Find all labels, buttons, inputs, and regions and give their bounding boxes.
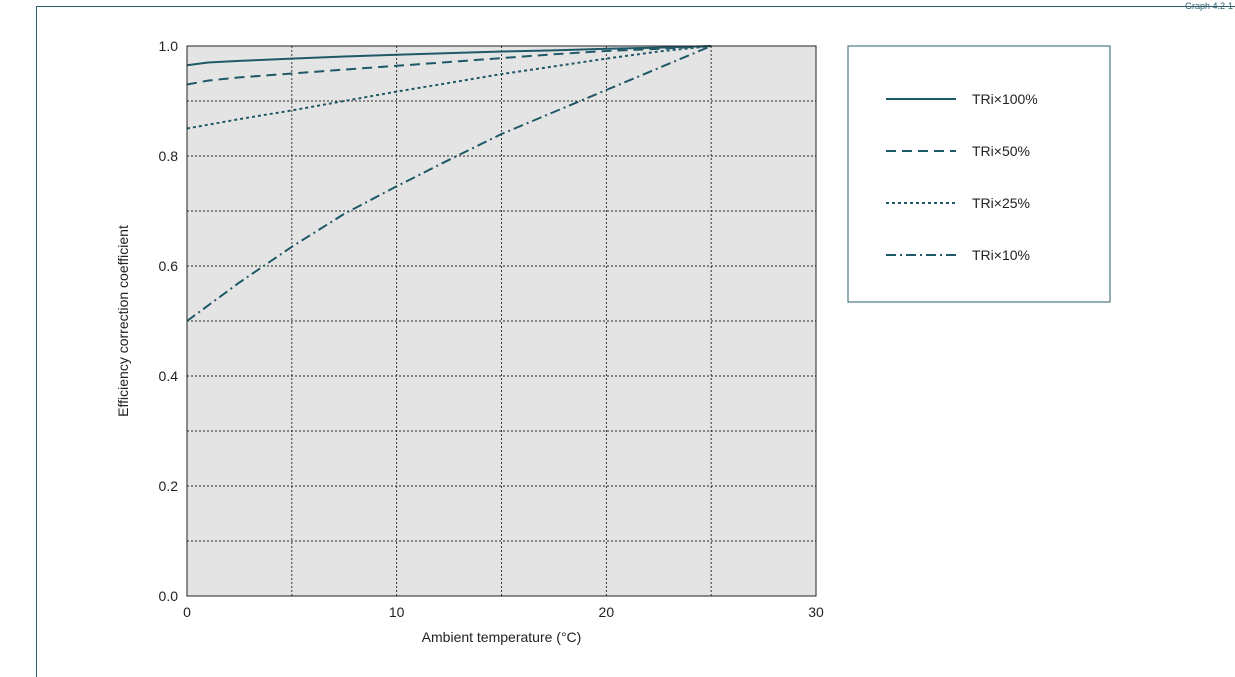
legend-box	[847, 45, 1111, 303]
x-axis-label: Ambient temperature (°C)	[422, 629, 582, 645]
y-tick-label: 0.0	[159, 588, 179, 604]
graph-number: Graph 4.2-1	[1184, 1, 1233, 11]
tick-labels: 0 10 20 30 0.0 0.2 0.4 0.6 0.8 1.0	[159, 38, 824, 620]
series-line-1	[186, 45, 712, 67]
x-tick-label: 20	[599, 604, 615, 620]
series-lines	[186, 45, 712, 322]
figure-frame: Graph 4.2-1	[36, 1, 1235, 677]
x-tick-label: 0	[183, 604, 191, 620]
y-tick-label: 0.4	[159, 368, 179, 384]
legend-label: TRi×10%	[972, 247, 1030, 263]
y-axis-label: Efficiency correction coefficient	[115, 225, 131, 417]
y-tick-label: 0.2	[159, 478, 179, 494]
legend-label: TRi×50%	[972, 143, 1030, 159]
plot-area	[187, 46, 816, 596]
y-tick-label: 1.0	[159, 38, 179, 54]
plot-border	[186, 45, 817, 597]
legend-label: TRi×100%	[972, 91, 1038, 107]
y-tick-label: 0.8	[159, 148, 179, 164]
series-line-3	[186, 45, 712, 130]
series-line-4	[186, 45, 712, 322]
grid-lines	[187, 46, 816, 596]
legend: TRi×100% TRi×50% TRi×25% TRi×10%	[847, 45, 1111, 303]
x-tick-label: 30	[808, 604, 824, 620]
x-tick-label: 10	[389, 604, 405, 620]
y-tick-label: 0.6	[159, 258, 179, 274]
legend-label: TRi×25%	[972, 195, 1030, 211]
